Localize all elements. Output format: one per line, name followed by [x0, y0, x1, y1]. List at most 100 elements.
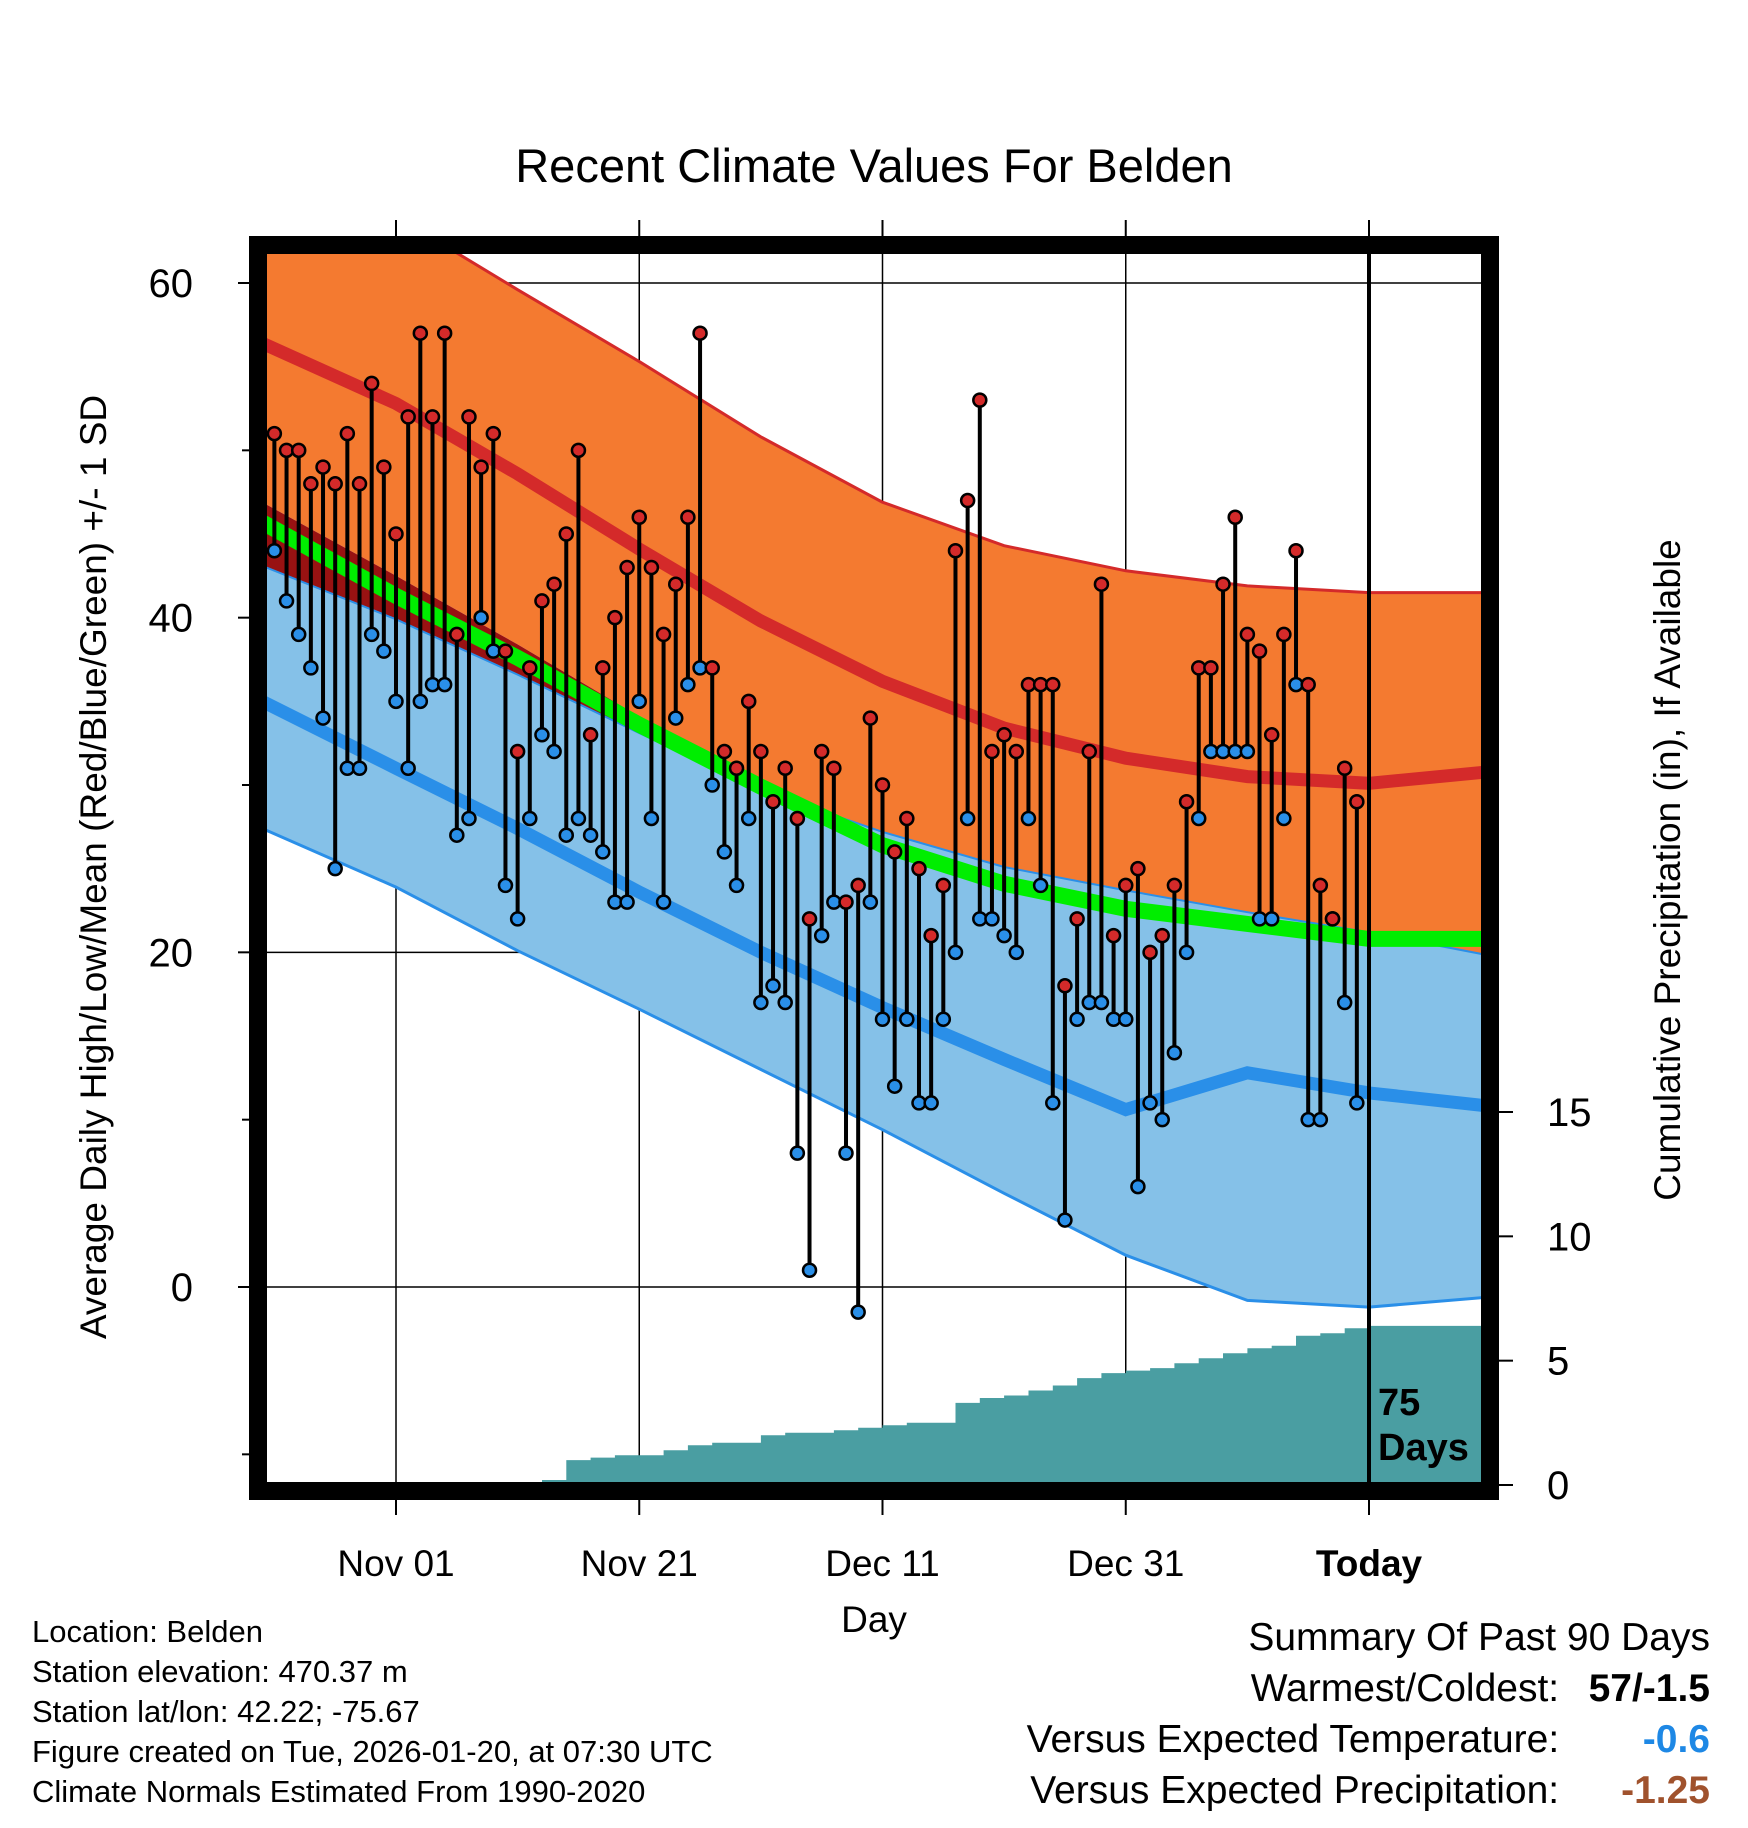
daily-high-point — [570, 442, 587, 459]
summary-panel: Summary Of Past 90 Days Warmest/Coldest:… — [1027, 1612, 1710, 1816]
daily-high-point — [424, 409, 441, 425]
y2-tick-label-15: 15 — [1547, 1091, 1592, 1135]
daily-high-point — [473, 459, 489, 475]
daily-high-point — [959, 492, 976, 509]
daily-high-point — [1093, 576, 1110, 592]
summary-title: Summary Of Past 90 Days — [1248, 1616, 1710, 1659]
daily-low-point — [582, 827, 599, 843]
latlon-text: Station lat/lon: 42.22; -75.67 — [32, 1694, 420, 1729]
daily-low-point — [388, 693, 404, 710]
daily-high-point — [1166, 877, 1183, 894]
daily-low-point — [1020, 810, 1037, 827]
daily-low-point — [777, 994, 793, 1011]
daily-high-point — [1008, 743, 1025, 760]
daily-high-point — [923, 927, 939, 944]
precip-label: Versus Expected Precipitation: — [1030, 1769, 1560, 1812]
daily-high-point — [1239, 626, 1256, 643]
temp-row: Versus Expected Temperature: -0.6 — [1027, 1714, 1710, 1765]
daily-low-point — [643, 810, 660, 827]
daily-high-point — [996, 727, 1012, 743]
temp-label: Versus Expected Temperature: — [1026, 1718, 1560, 1761]
daily-low-point — [449, 827, 465, 843]
daily-high-point — [558, 526, 575, 542]
daily-high-point — [376, 459, 392, 475]
daily-low-point — [789, 1145, 806, 1161]
daily-low-point — [704, 777, 720, 793]
daily-high-point — [643, 559, 660, 576]
daily-low-point — [1069, 1011, 1085, 1028]
daily-high-point — [1324, 911, 1341, 927]
x-tick-label: Nov 21 — [581, 1543, 698, 1584]
daily-low-point — [923, 1095, 939, 1111]
daily-high-point — [1312, 877, 1329, 894]
daily-low-point — [412, 693, 429, 710]
daily-high-point — [1251, 643, 1268, 659]
daily-low-point — [315, 710, 331, 726]
daily-low-point — [850, 1304, 866, 1320]
daily-low-point — [363, 626, 380, 643]
daily-high-point — [716, 743, 733, 760]
daily-high-point — [595, 660, 611, 676]
daily-high-point — [534, 593, 550, 609]
daily-low-point — [1276, 810, 1292, 827]
daily-high-point — [388, 526, 404, 542]
daily-low-point — [935, 1011, 952, 1028]
daily-high-point — [935, 877, 952, 894]
daily-high-point — [911, 860, 927, 877]
daily-low-point — [680, 676, 696, 693]
daily-high-point — [1105, 927, 1122, 944]
daily-high-point — [315, 459, 331, 475]
daily-low-point — [522, 810, 538, 827]
daily-low-point — [400, 760, 416, 777]
daily-low-point — [1190, 810, 1207, 827]
daily-low-point — [753, 994, 769, 1011]
daily-high-point — [546, 576, 562, 592]
daily-low-point — [619, 894, 635, 910]
low-temp-band — [264, 566, 1484, 1308]
daily-low-point — [595, 844, 611, 860]
daily-high-point — [485, 425, 502, 442]
low-lower-edge — [264, 827, 1484, 1309]
daily-high-point — [728, 760, 745, 777]
daily-high-point — [704, 660, 720, 676]
plot-frame — [249, 236, 1499, 1500]
high-upper-edge — [452, 252, 1484, 595]
daily-high-point — [1178, 793, 1195, 810]
daily-low-point — [1336, 994, 1353, 1011]
daily-high-point — [984, 743, 1000, 760]
daily-low-point — [899, 1011, 915, 1028]
normals-text: Climate Normals Estimated From 1990-2020 — [32, 1774, 646, 1809]
daily-high-point — [351, 476, 368, 492]
daily-high-point — [1154, 927, 1170, 944]
daily-high-point — [412, 325, 429, 341]
daily-high-point — [655, 626, 672, 643]
daily-high-point — [363, 375, 380, 392]
daily-high-point — [1142, 944, 1158, 961]
daily-low-point — [996, 927, 1012, 944]
y-tick-label-40: 40 — [149, 597, 194, 641]
y-tick-label-20: 20 — [149, 931, 194, 975]
daily-high-point — [1045, 676, 1061, 693]
daily-high-point — [680, 509, 696, 526]
daily-low-point — [534, 727, 550, 743]
daily-low-point — [327, 860, 343, 877]
daily-low-point — [1178, 944, 1195, 961]
precip-value: -1.25 — [1621, 1769, 1710, 1812]
daily-high-point — [1118, 877, 1134, 894]
daily-low-point — [1312, 1111, 1329, 1128]
daily-low-point — [1239, 743, 1256, 760]
daily-high-point — [607, 609, 623, 626]
daily-low-point — [1166, 1044, 1183, 1061]
daily-high-point — [400, 409, 416, 425]
daily-low-point — [266, 542, 283, 559]
daily-low-point — [801, 1262, 818, 1279]
daily-high-point — [582, 727, 599, 743]
daily-low-point — [497, 877, 514, 894]
daily-high-point — [838, 894, 854, 910]
daily-high-point — [1263, 727, 1280, 743]
daily-low-point — [509, 911, 526, 927]
daily-low-point — [290, 626, 307, 643]
x-tick-label: Dec 11 — [825, 1543, 940, 1584]
daily-high-point — [339, 425, 356, 442]
